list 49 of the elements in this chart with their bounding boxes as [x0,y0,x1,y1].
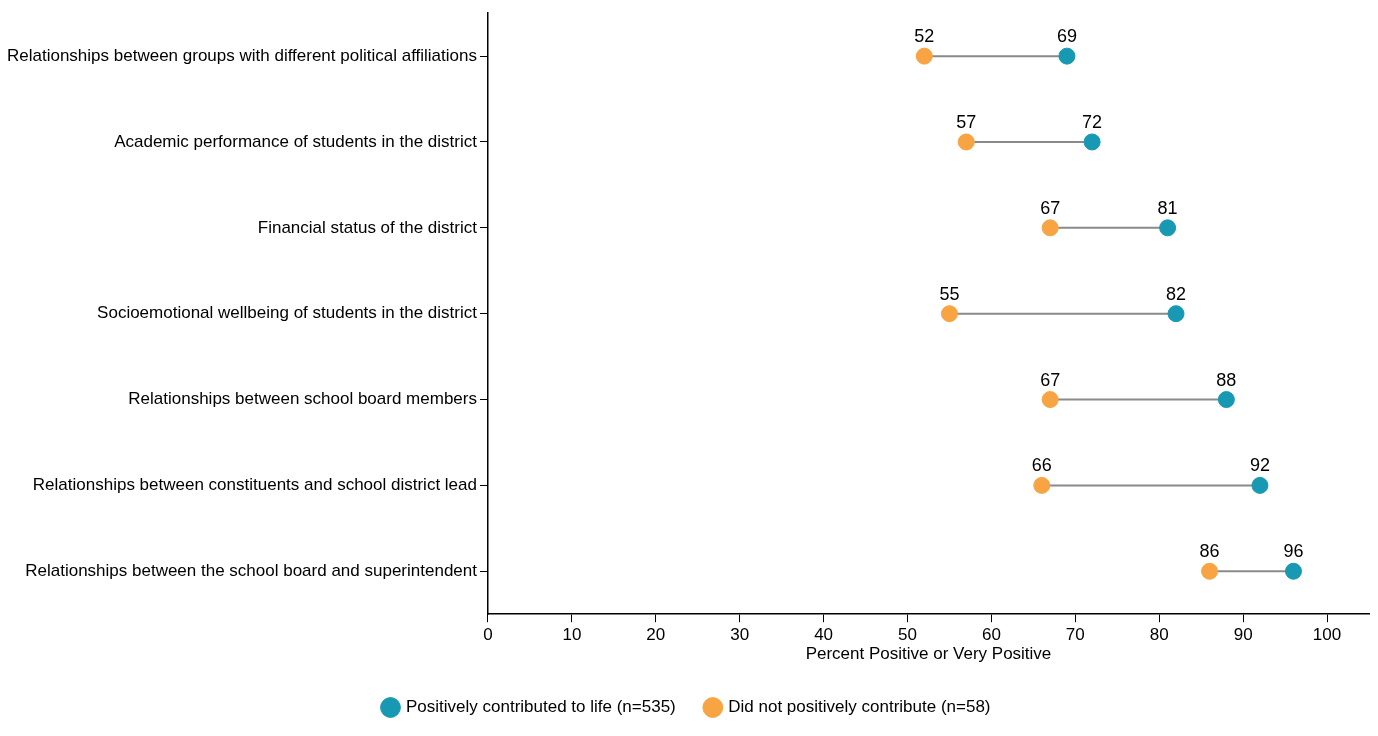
x-tick-label: 100 [1312,625,1342,645]
x-tick-label: 40 [814,625,834,645]
data-label: 96 [1283,541,1304,562]
point [1041,391,1059,409]
data-label: 72 [1082,111,1103,132]
data-label: 67 [1040,369,1061,390]
x-tick-label: 10 [562,625,582,645]
x-tick-label: 60 [981,625,1001,645]
x-tick-label: 0 [483,625,493,645]
point [1083,133,1101,151]
point [1058,47,1076,65]
y-tick-label: Academic performance of students in the district [114,131,478,151]
data-label: 66 [1031,455,1052,476]
data-label: 67 [1040,197,1061,218]
x-tick-label: 70 [1065,625,1085,645]
y-tick-label: Financial status of the district [257,217,478,237]
x-tick-label: 50 [898,625,917,645]
y-tick-label: Relationships between groups with different political affiliations [7,45,477,65]
data-label: 82 [1166,283,1187,304]
data-label: 57 [956,111,977,132]
legend-label: Did not positively contribute (n=58) [728,697,991,717]
point [1251,476,1269,494]
data-label: 52 [914,26,935,47]
x-tick-label: 20 [646,625,666,645]
data-label: 55 [939,283,960,304]
y-tick-label: Relationships between the school board and superintendent [25,560,478,580]
y-tick-label: Socioemotional wellbeing of students in the district [97,303,478,323]
legend-label: Positively contributed to life (n=535) [406,697,676,717]
x-tick-label: 30 [730,625,750,645]
point [1201,562,1219,580]
y-tick-label: Relationships between constituents and school district lead [32,475,477,495]
data-label: 81 [1157,197,1178,218]
x-tick-label: 90 [1233,625,1253,645]
y-tick-label: Relationships between school board members [128,389,477,409]
point [1159,219,1177,237]
data-label: 88 [1216,369,1237,390]
data-label: 86 [1199,541,1220,562]
point [1041,219,1059,237]
point [957,133,975,151]
data-label: 92 [1249,455,1270,476]
point [1217,391,1235,409]
data-label: 69 [1056,26,1077,47]
point [1284,562,1302,580]
x-axis-title: Percent Positive or Very Positive [805,644,1052,664]
point [1033,476,1051,494]
point [1167,305,1185,323]
point [915,47,933,65]
x-tick-label: 80 [1149,625,1169,645]
point [940,305,958,323]
